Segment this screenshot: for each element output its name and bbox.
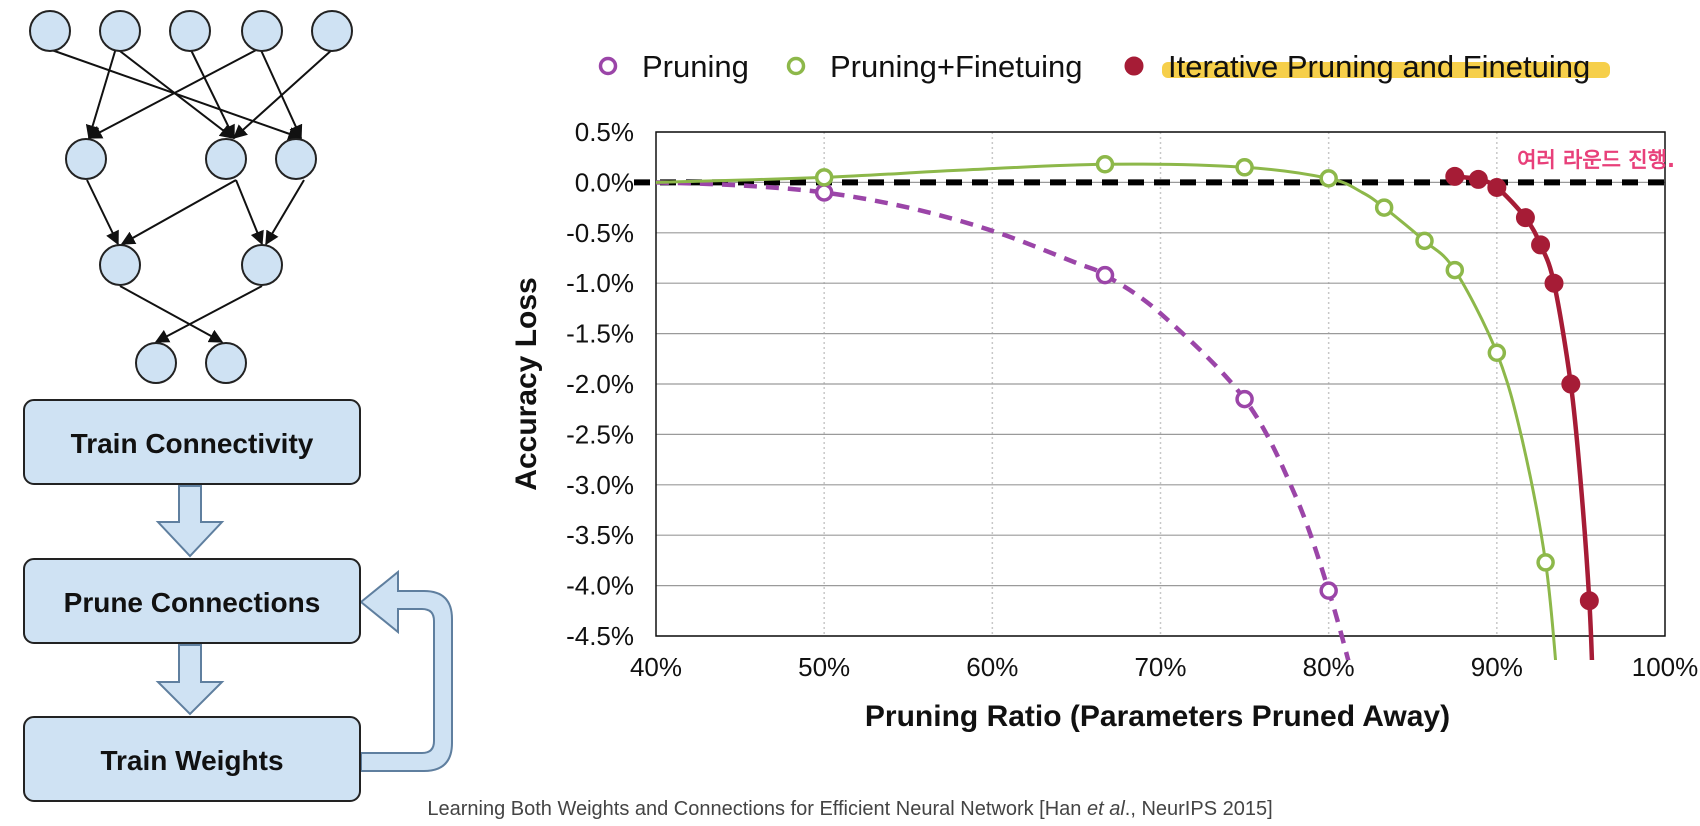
- down-arrow-icon: [155, 644, 225, 716]
- network-node: [99, 10, 141, 52]
- prune-connections-box: [23, 558, 361, 644]
- network-node: [275, 138, 317, 180]
- y-tick-label: -1.0%: [566, 268, 634, 298]
- series-3-point: [1561, 374, 1581, 394]
- train-connectivity-box: [23, 399, 361, 485]
- y-tick-label: -3.5%: [566, 520, 634, 550]
- legend-label: Pruning: [642, 49, 749, 84]
- y-tick-label: -2.0%: [566, 369, 634, 399]
- series-1-point: [1095, 265, 1115, 285]
- series-2-point: [1235, 158, 1254, 177]
- caption-text: Learning Both Weights and Connections fo…: [427, 798, 1087, 820]
- training-flow: Train Connectivity Prune Connections Tra…: [23, 399, 453, 802]
- x-tick-label: 40%: [630, 652, 682, 682]
- caption-text-end: ., NeurIPS 2015]: [1124, 798, 1273, 820]
- legend-label: Iterative Pruning and Finetuing: [1168, 49, 1590, 84]
- chart-legend: Pruning Pruning+Finetuing Iterative Prunin…: [598, 49, 1610, 84]
- figure-caption: Learning Both Weights and Connections fo…: [0, 798, 1700, 824]
- network-diagram: [29, 10, 353, 384]
- series-3-point: [1531, 235, 1551, 255]
- series-3-point: [1468, 169, 1488, 189]
- y-tick-label: -3.0%: [566, 470, 634, 500]
- accuracy-loss-chart: Pruning Pruning+Finetuing Iterative Prunin…: [510, 49, 1698, 733]
- series-2-point: [1487, 343, 1507, 363]
- x-tick-label: 60%: [966, 652, 1018, 682]
- network-edge: [265, 179, 305, 246]
- chart-markers: [814, 155, 1599, 611]
- series-2-line: [655, 162, 1558, 660]
- network-node: [241, 244, 283, 286]
- series-1-line: [655, 180, 1351, 660]
- chart-series: [655, 162, 1595, 660]
- caption-italic: et al: [1086, 798, 1125, 820]
- y-tick-label: -2.5%: [566, 419, 634, 449]
- x-axis-label: Pruning Ratio (Parameters Pruned Away): [865, 700, 1450, 733]
- series-3-point: [1579, 591, 1599, 611]
- chart-annotation: 여러 라운드 진행.: [1517, 148, 1675, 172]
- series-2-point: [1095, 155, 1115, 174]
- prune-connections-label: Prune Connections: [64, 587, 321, 618]
- network-edge: [86, 179, 119, 246]
- train-weights-label: Train Weights: [100, 745, 283, 776]
- network-node: [205, 342, 247, 384]
- series-1-point: [814, 183, 834, 202]
- network-edge: [87, 47, 261, 139]
- y-tick-label: -4.0%: [566, 571, 634, 601]
- y-tick-label: 0.0%: [575, 167, 634, 197]
- plot-frame: [655, 131, 1666, 637]
- network-edge: [85, 47, 117, 140]
- y-tick-label: -1.5%: [566, 319, 634, 349]
- series-2-point: [1445, 260, 1465, 280]
- y-axis-label: Accuracy Loss: [510, 277, 543, 490]
- legend-highlight: [1162, 62, 1610, 78]
- network-node: [205, 138, 247, 180]
- network-node: [241, 10, 283, 52]
- series-2-point: [1319, 169, 1338, 188]
- x-tick-label: 50%: [798, 652, 850, 682]
- series-3-point: [1515, 208, 1535, 228]
- y-tick-label: -0.5%: [566, 218, 634, 248]
- legend-marker: [786, 56, 806, 76]
- network-edge: [189, 47, 235, 140]
- network-node: [135, 342, 177, 384]
- y-tick-label: -4.5%: [566, 621, 634, 651]
- series-1-point: [1235, 389, 1254, 409]
- train-connectivity-label: Train Connectivity: [71, 428, 314, 459]
- legend-marker: [1124, 56, 1144, 76]
- network-node: [311, 10, 353, 52]
- x-tick-label: 70%: [1134, 652, 1186, 682]
- network-node: [65, 138, 107, 180]
- series-2-point: [1536, 553, 1555, 572]
- down-arrow-icon: [155, 485, 225, 558]
- x-tick-label: 100%: [1632, 652, 1699, 682]
- network-node: [99, 244, 141, 286]
- legend-marker: [598, 56, 618, 76]
- train-weights-box: [23, 716, 361, 802]
- network-edge: [259, 47, 303, 140]
- network-edge: [120, 179, 237, 245]
- series-1-point: [1319, 581, 1338, 600]
- network-node: [169, 10, 211, 52]
- network-edge: [119, 285, 224, 343]
- series-2-point: [1415, 231, 1434, 251]
- series-2-point: [1374, 198, 1394, 217]
- network-edge: [232, 47, 335, 139]
- series-2-point: [814, 168, 834, 187]
- series-3-point: [1487, 177, 1507, 197]
- series-3-line: [1454, 174, 1595, 660]
- network-edge: [154, 285, 263, 343]
- y-tick-label: 0.5%: [575, 117, 634, 147]
- chart-tick-labels: 40% 50% 60% 70% 80% 90% 100%0.5%0.0%-0.5%-1.0%…: [566, 117, 1698, 682]
- loop-back-arrow-icon: [359, 569, 453, 772]
- series-3-point: [1445, 166, 1465, 186]
- network-node: [29, 10, 71, 52]
- network-edge: [235, 179, 264, 246]
- chart-grid: [655, 131, 1666, 637]
- legend-label: Pruning+Finetuing: [830, 49, 1082, 84]
- x-tick-label: 90%: [1471, 652, 1523, 682]
- series-3-point: [1544, 273, 1564, 293]
